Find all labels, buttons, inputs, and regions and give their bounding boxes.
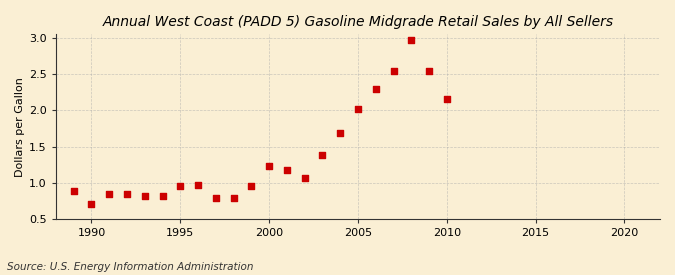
Point [281, 167, 292, 172]
Point [104, 191, 115, 196]
Point [228, 196, 239, 200]
Point [246, 183, 256, 188]
Point [371, 86, 381, 91]
Point [68, 189, 79, 194]
Point [352, 107, 363, 111]
Text: Source: U.S. Energy Information Administration: Source: U.S. Energy Information Administ… [7, 262, 253, 272]
Point [264, 164, 275, 168]
Point [139, 194, 150, 198]
Point [122, 192, 132, 197]
Point [317, 152, 328, 157]
Point [211, 196, 221, 200]
Point [424, 68, 435, 73]
Point [406, 38, 416, 42]
Point [175, 184, 186, 189]
Y-axis label: Dollars per Gallon: Dollars per Gallon [15, 77, 25, 177]
Title: Annual West Coast (PADD 5) Gasoline Midgrade Retail Sales by All Sellers: Annual West Coast (PADD 5) Gasoline Midg… [103, 15, 614, 29]
Point [86, 202, 97, 207]
Point [299, 176, 310, 181]
Point [192, 183, 203, 187]
Point [157, 194, 168, 198]
Point [388, 68, 399, 73]
Point [335, 131, 346, 135]
Point [441, 97, 452, 101]
